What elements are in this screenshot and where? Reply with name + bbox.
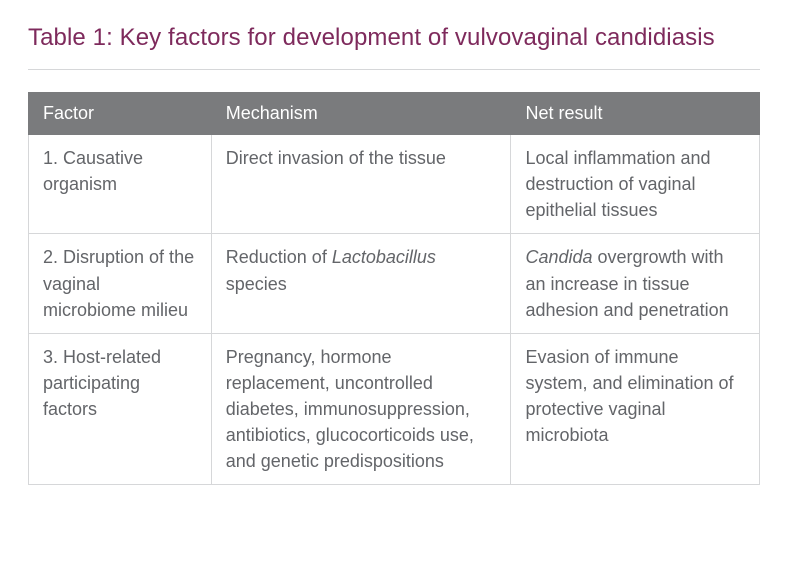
- title-divider: [28, 69, 760, 70]
- table-row: 2. Disruption of the vaginal microbiome …: [29, 234, 760, 333]
- cell-mechanism: Pregnancy, hormone replacement, uncontro…: [211, 333, 511, 484]
- table-row: 1. Causative organism Direct invasion of…: [29, 135, 760, 234]
- cell-result: Local inflammation and destruction of va…: [511, 135, 760, 234]
- italic-term: Candida: [525, 247, 592, 267]
- col-header-mechanism: Mechanism: [211, 93, 511, 135]
- cell-factor: 2. Disruption of the vaginal microbiome …: [29, 234, 212, 333]
- cell-result: Candida overgrowth with an increase in t…: [511, 234, 760, 333]
- table-row: 3. Host-related participating factors Pr…: [29, 333, 760, 484]
- col-header-result: Net result: [511, 93, 760, 135]
- factors-table: Factor Mechanism Net result 1. Causative…: [28, 92, 760, 485]
- table-title: Table 1: Key factors for development of …: [28, 22, 760, 53]
- cell-factor: 3. Host-related participating factors: [29, 333, 212, 484]
- cell-mechanism: Direct invasion of the tissue: [211, 135, 511, 234]
- cell-factor: 1. Causative organism: [29, 135, 212, 234]
- cell-result: Evasion of immune system, and eliminatio…: [511, 333, 760, 484]
- cell-mechanism: Reduction of Lactobacillus species: [211, 234, 511, 333]
- italic-term: Lactobacillus: [332, 247, 436, 267]
- col-header-factor: Factor: [29, 93, 212, 135]
- table-header-row: Factor Mechanism Net result: [29, 93, 760, 135]
